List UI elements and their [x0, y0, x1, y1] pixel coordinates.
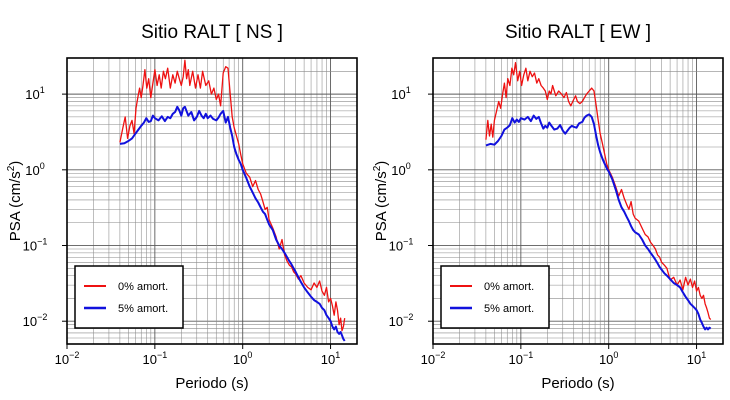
x-tick-label: 101 — [321, 350, 340, 367]
plot-frame — [66, 57, 358, 345]
y-tick-label: 101 — [391, 85, 410, 102]
y-tick-label: 10−1 — [23, 237, 48, 254]
y-label-main: PSA (cm/s — [7, 171, 24, 241]
tick-base: 10 — [599, 352, 613, 367]
y-tick-label: 100 — [25, 161, 44, 178]
tick-exponent: 0 — [613, 350, 618, 360]
plot-frame — [432, 57, 724, 345]
x-tick-label: 101 — [687, 350, 706, 367]
tick-base: 10 — [391, 87, 405, 102]
tick-base: 10 — [142, 352, 156, 367]
y-axis-label: PSA (cm/s2) — [372, 161, 390, 242]
legend-label: 5% amort. — [118, 303, 168, 315]
y-label-tail: ) — [7, 161, 24, 166]
tick-exponent: 0 — [406, 161, 411, 171]
tick-exponent: 1 — [335, 350, 340, 360]
x-axis-label: Periodo (s) — [175, 375, 248, 392]
tick-base: 10 — [25, 87, 39, 102]
series-line-amort-5 — [119, 105, 346, 342]
x-tick-label: 10−1 — [508, 350, 533, 367]
chart-title: Sitio RALT [ EW ] — [505, 22, 651, 43]
x-axis: 10−2 10−1 100 101 — [421, 344, 706, 367]
x-tick-label: 10−1 — [142, 350, 167, 367]
x-axis: 10−2 10−1 100 101 — [55, 344, 340, 367]
chart-title: Sitio RALT [ NS ] — [141, 22, 283, 43]
x-tick-label: 100 — [233, 350, 252, 367]
y-label-superscript: 2 — [372, 165, 383, 171]
grid — [433, 58, 723, 344]
y-axis-label: PSA (cm/s2) — [6, 161, 24, 242]
tick-exponent: −1 — [37, 237, 47, 247]
legend-label: 0% amort. — [484, 281, 534, 293]
tick-base: 10 — [421, 352, 435, 367]
legend-label: 5% amort. — [484, 303, 534, 315]
y-tick-label: 10−2 — [23, 312, 48, 329]
y-tick-label: 10−1 — [389, 237, 414, 254]
tick-base: 10 — [687, 352, 701, 367]
tick-exponent: −2 — [435, 350, 445, 360]
tick-base: 10 — [508, 352, 522, 367]
tick-base: 10 — [25, 163, 39, 178]
x-tick-label: 10−2 — [55, 350, 80, 367]
tick-exponent: 1 — [406, 85, 411, 95]
tick-base: 10 — [23, 239, 37, 254]
tick-exponent: −1 — [523, 350, 533, 360]
tick-base: 10 — [391, 163, 405, 178]
tick-exponent: −2 — [69, 350, 79, 360]
tick-base: 10 — [389, 239, 403, 254]
tick-base: 10 — [321, 352, 335, 367]
y-label-main: PSA (cm/s — [373, 171, 390, 241]
tick-base: 10 — [55, 352, 69, 367]
x-tick-label: 10−2 — [421, 350, 446, 367]
tick-exponent: 1 — [40, 85, 45, 95]
tick-exponent: −2 — [403, 312, 413, 322]
y-tick-label: 100 — [391, 161, 410, 178]
y-label-tail: ) — [373, 161, 390, 166]
tick-exponent: 0 — [247, 350, 252, 360]
y-label-superscript: 2 — [6, 165, 17, 171]
y-tick-label: 101 — [25, 85, 44, 102]
tick-exponent: −1 — [403, 237, 413, 247]
x-axis-label: Periodo (s) — [541, 375, 614, 392]
tick-exponent: 0 — [40, 161, 45, 171]
tick-base: 10 — [23, 314, 37, 329]
tick-exponent: 1 — [701, 350, 706, 360]
legend-box — [74, 265, 184, 329]
x-tick-label: 100 — [599, 350, 618, 367]
legend-box — [440, 265, 550, 329]
tick-exponent: −1 — [157, 350, 167, 360]
legend-label: 0% amort. — [118, 281, 168, 293]
legend: 0% amort. 5% amort. — [440, 265, 550, 329]
tick-exponent: −2 — [37, 312, 47, 322]
series-line-amort-0 — [119, 59, 346, 332]
series-line-amort-5 — [485, 113, 712, 331]
legend: 0% amort. 5% amort. — [74, 265, 184, 329]
tick-base: 10 — [233, 352, 247, 367]
y-tick-label: 10−2 — [389, 312, 414, 329]
tick-base: 10 — [389, 314, 403, 329]
